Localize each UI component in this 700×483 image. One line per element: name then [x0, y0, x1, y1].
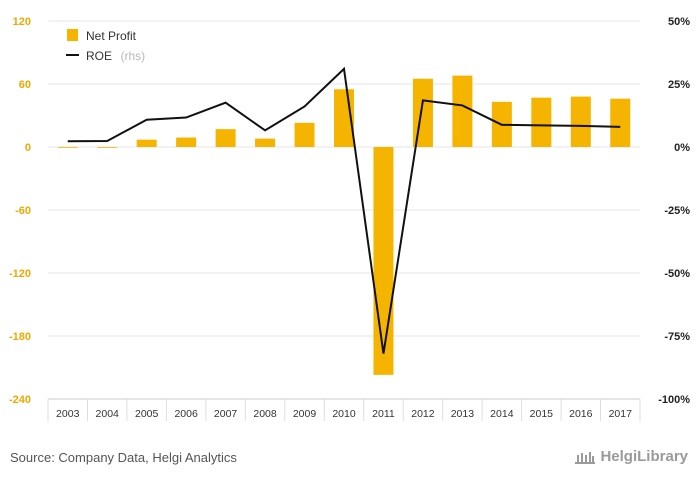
x-tick-label: 2008: [253, 408, 277, 420]
y-right-tick-label: -100%: [658, 394, 690, 406]
x-tick-label: 2013: [451, 408, 475, 420]
bar-2005: [136, 139, 157, 147]
line-series-roe: [67, 66, 621, 354]
bar-2015: [531, 97, 552, 147]
legend: Net Profit ROE (rhs): [66, 29, 145, 64]
roe-line: [67, 66, 621, 354]
source-note: Source: Company Data, Helgi Analytics: [10, 450, 237, 465]
y-right-tick-label: 0%: [674, 142, 690, 154]
y-left-tick-label: 60: [19, 79, 31, 91]
y-axis-right: 50% 25% 0% -25% -50% -75% -100%: [658, 16, 690, 406]
y-right-tick-label: 50%: [668, 16, 690, 28]
y-axis-left: 120 60 0 -60 -120 -180 -240: [9, 16, 31, 406]
legend-label-roe-name: ROE: [86, 49, 112, 63]
bar-2003: [57, 147, 78, 148]
x-tick-label: 2014: [490, 408, 514, 420]
bar-2017: [610, 98, 631, 147]
brand-logo: HelgiLibrary: [574, 448, 688, 465]
x-tick-label: 2011: [372, 408, 395, 420]
x-tick-label: 2003: [56, 408, 80, 420]
bar-2012: [412, 78, 433, 147]
y-left-tick-label: -120: [9, 268, 31, 280]
y-right-tick-label: -75%: [664, 331, 690, 343]
library-icon: [575, 451, 596, 464]
bar-2011: [373, 147, 394, 375]
legend-label-net-profit: Net Profit: [86, 29, 137, 43]
bar-2013: [452, 75, 473, 147]
y-left-tick-label: -60: [15, 205, 31, 217]
y-right-tick-label: -50%: [664, 268, 690, 280]
x-tick-label: 2016: [569, 408, 593, 420]
y-right-tick-label: -25%: [664, 205, 690, 217]
legend-label-roe: ROE (rhs): [86, 47, 145, 64]
brand-name: HelgiLibrary: [600, 448, 688, 465]
bar-2009: [294, 122, 315, 147]
x-axis: 2003 2004 2005 2006 2007 2008 2009 2010 2011 2012…: [47, 398, 641, 421]
x-tick-label: 2015: [530, 408, 554, 420]
y-left-tick-label: 0: [25, 142, 31, 154]
bar-2007: [215, 129, 236, 147]
y-left-tick-label: -240: [9, 394, 31, 406]
chart: 2003 2004 2005 2006 2007 2008 2009 2010 2011 2012…: [9, 16, 690, 421]
x-tick-label: 2006: [174, 408, 198, 420]
y-right-tick-label: 25%: [668, 79, 690, 91]
bar-2008: [255, 138, 276, 147]
x-tick-label: 2017: [609, 408, 633, 420]
bar-2004: [97, 147, 118, 148]
x-tick-label: 2005: [135, 408, 159, 420]
grid-lines: [48, 20, 640, 400]
x-tick-label: 2010: [332, 408, 356, 420]
x-tick-label: 2007: [214, 408, 238, 420]
y-left-tick-label: 120: [13, 16, 31, 28]
y-left-tick-label: -180: [9, 331, 31, 343]
legend-swatch-net-profit: [67, 29, 78, 41]
bar-2006: [176, 137, 197, 147]
legend-label-roe-suffix: (rhs): [120, 49, 145, 63]
x-tick-label: 2012: [411, 408, 435, 420]
bar-2016: [570, 96, 591, 147]
x-tick-label: 2004: [96, 408, 120, 420]
x-tick-label: 2009: [293, 408, 317, 420]
